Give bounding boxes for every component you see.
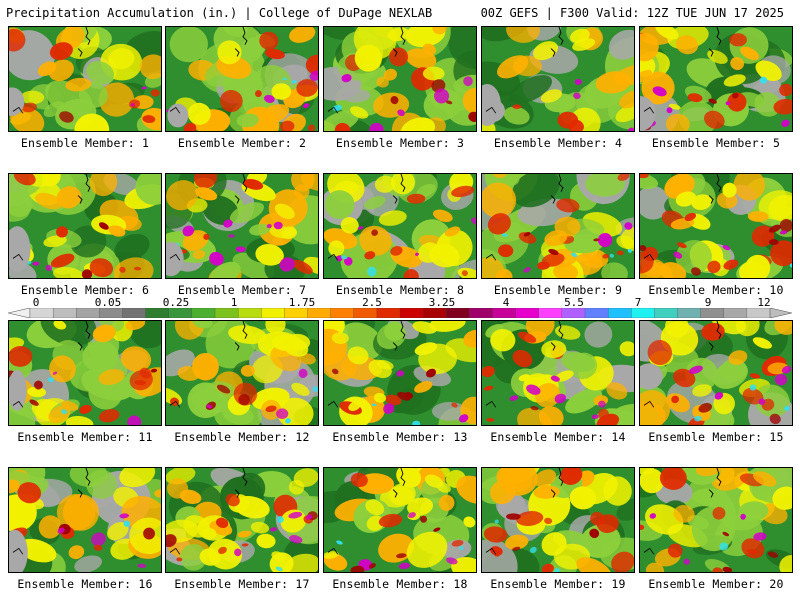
ensemble-map-11 [8, 320, 162, 426]
ensemble-member-label: Ensemble Member: 9 [493, 283, 623, 297]
colorbar-tick-label: 0 [32, 296, 40, 309]
ensemble-map-3 [323, 26, 477, 132]
colorbar-tick-label: 9 [704, 296, 712, 309]
colorbar-segment [76, 308, 100, 318]
colorbar-segment [631, 308, 655, 318]
ensemble-member-label: Ensemble Member: 8 [335, 283, 465, 297]
colorbar-segment [700, 308, 725, 318]
colorbar-segment [584, 308, 609, 318]
ensemble-map-17 [165, 467, 319, 573]
colorbar-tick-label: 3.25 [428, 296, 456, 309]
colorbar-tick-label: 0.05 [94, 296, 122, 309]
ensemble-map-20 [639, 467, 793, 573]
colorbar-segment [353, 308, 378, 318]
ensemble-member-label: Ensemble Member: 16 [17, 577, 153, 591]
ensemble-map-10 [639, 173, 793, 279]
ensemble-member-label: Ensemble Member: 5 [651, 136, 781, 150]
colorbar-segment [330, 308, 355, 318]
ensemble-map-15 [639, 320, 793, 426]
header-valid-time: 00Z GEFS | F300 Valid: 12Z TUE JUN 17 20… [480, 6, 784, 20]
ensemble-member-label: Ensemble Member: 19 [490, 577, 626, 591]
ensemble-member-label: Ensemble Member: 11 [17, 430, 153, 444]
colorbar-tick-label: 7 [634, 296, 642, 309]
colorbar-segment [446, 308, 470, 318]
ensemble-member-label: Ensemble Member: 13 [332, 430, 468, 444]
ensemble-map-2 [165, 26, 319, 132]
ensemble-map-6 [8, 173, 162, 279]
colorbar-segment [237, 308, 262, 318]
ensemble-map-7 [165, 173, 319, 279]
colorbar-segment [307, 308, 332, 318]
ensemble-member-label: Ensemble Member: 3 [335, 136, 465, 150]
colorbar-segment [422, 308, 447, 318]
colorbar-tick-label: 4 [502, 296, 510, 309]
colorbar-segment [561, 308, 586, 318]
colorbar-segment [284, 308, 308, 318]
colorbar-segment [214, 308, 239, 318]
colorbar-segment [746, 308, 771, 318]
ensemble-map-18 [323, 467, 477, 573]
ensemble-member-label: Ensemble Member: 1 [20, 136, 150, 150]
colorbar-max-arrow [769, 308, 792, 318]
colorbar-min-arrow [8, 308, 31, 318]
ensemble-member-label: Ensemble Member: 4 [493, 136, 623, 150]
colorbar-segment [261, 308, 285, 318]
colorbar-tick-label: 12 [757, 296, 771, 309]
colorbar-tick-label: 5.5 [564, 296, 584, 309]
ensemble-member-label: Ensemble Member: 14 [490, 430, 626, 444]
ensemble-member-label: Ensemble Member: 10 [648, 283, 784, 297]
ensemble-map-5 [639, 26, 793, 132]
colorbar-segment [191, 308, 216, 318]
colorbar-segment [469, 308, 493, 318]
ensemble-member-label: Ensemble Member: 15 [648, 430, 784, 444]
colorbar-segment [492, 308, 517, 318]
ensemble-map-8 [323, 173, 477, 279]
ensemble-member-label: Ensemble Member: 17 [174, 577, 310, 591]
ensemble-map-13 [323, 320, 477, 426]
ensemble-map-9 [481, 173, 635, 279]
ensemble-map-14 [481, 320, 635, 426]
colorbar-tick-label: 1.75 [288, 296, 316, 309]
colorbar-segment [168, 308, 193, 318]
colorbar: 0 0.05 0.25 1 1.75 2.5 3.25 4 5.5 7 9 12 [8, 296, 792, 320]
colorbar-segment [29, 308, 54, 318]
ensemble-member-label: Ensemble Member: 7 [177, 283, 307, 297]
ensemble-map-12 [165, 320, 319, 426]
colorbar-segment [607, 308, 632, 318]
colorbar-segment [145, 308, 170, 318]
header-title: Precipitation Accumulation (in.) | Colle… [6, 6, 433, 20]
ensemble-map-19 [481, 467, 635, 573]
colorbar-segment [122, 308, 147, 318]
ensemble-member-label: Ensemble Member: 18 [332, 577, 468, 591]
colorbar-tick-label: 2.5 [362, 296, 382, 309]
colorbar-tick-label: 0.25 [162, 296, 190, 309]
ensemble-map-16 [8, 467, 162, 573]
colorbar-segment [515, 308, 540, 318]
ensemble-map-4 [481, 26, 635, 132]
ensemble-member-label: Ensemble Member: 6 [20, 283, 150, 297]
ensemble-map-1 [8, 26, 162, 132]
ensemble-member-label: Ensemble Member: 2 [177, 136, 307, 150]
colorbar-segment [654, 308, 678, 318]
colorbar-tick-label: 1 [230, 296, 238, 309]
colorbar-segment [677, 308, 702, 318]
colorbar-segment [52, 308, 77, 318]
colorbar-segment [399, 308, 424, 318]
colorbar-segment [99, 308, 123, 318]
colorbar-segment [723, 308, 748, 318]
ensemble-member-label: Ensemble Member: 20 [648, 577, 784, 591]
colorbar-scale [8, 308, 792, 318]
ensemble-member-label: Ensemble Member: 12 [174, 430, 310, 444]
colorbar-segment [538, 308, 563, 318]
colorbar-segment [376, 308, 401, 318]
